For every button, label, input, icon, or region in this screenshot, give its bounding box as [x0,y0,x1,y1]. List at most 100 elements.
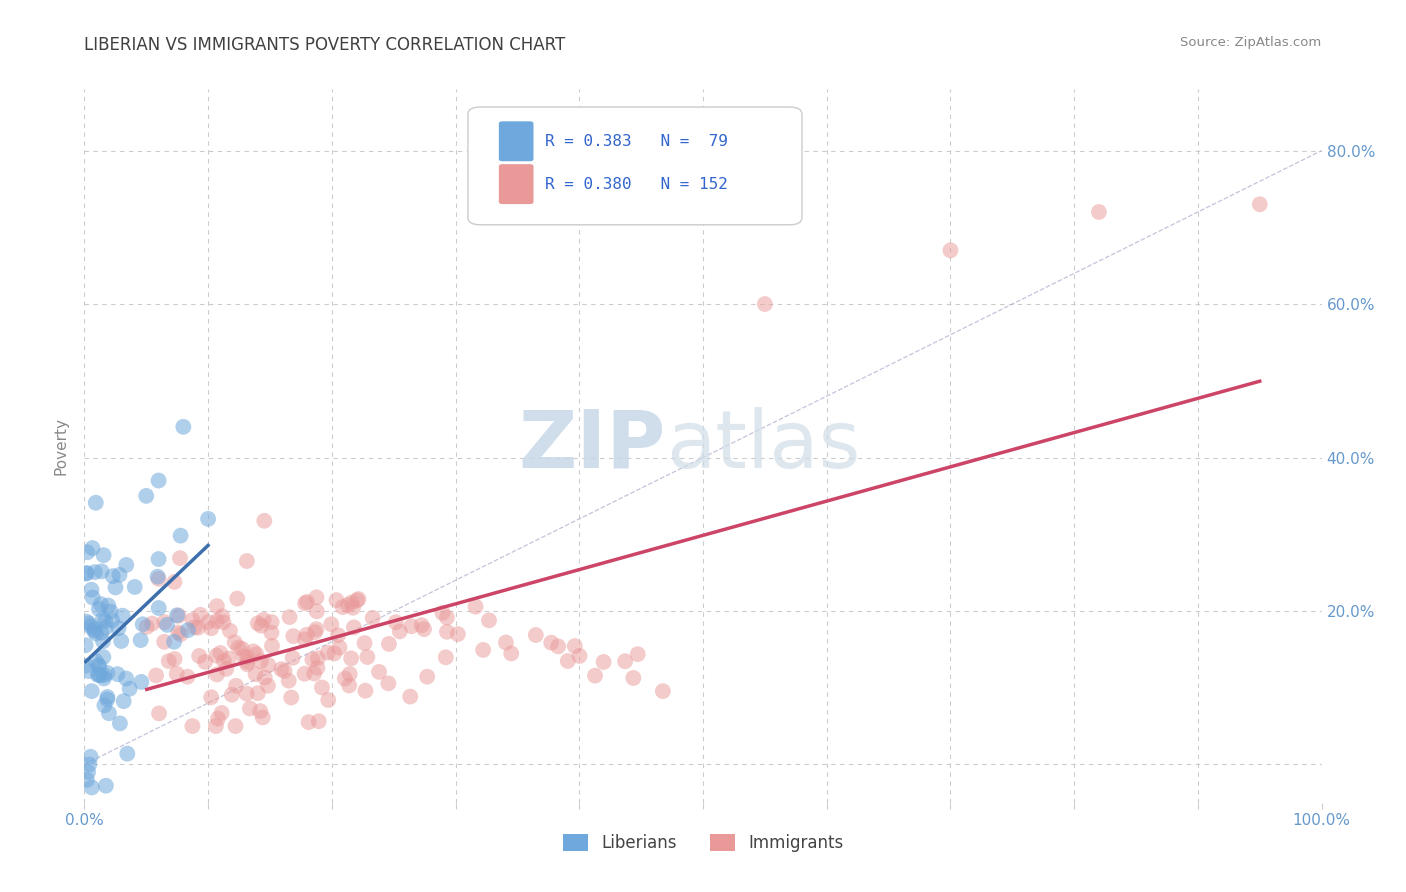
Point [100,605,122,619]
Point [246,686,269,700]
Point [181,613,204,627]
Point [209,646,232,660]
Point [399,690,422,704]
Point [253,514,276,528]
Point [236,554,259,568]
Point [308,714,330,729]
Point [205,719,228,733]
Point [273,664,295,678]
Point [167,608,190,623]
Point [153,635,176,649]
Point [295,595,318,609]
Point [87,602,110,616]
Point [90,597,112,611]
Point [111,608,134,623]
Point [239,701,262,715]
Point [270,662,292,676]
Point [76,615,98,629]
Point [187,621,209,635]
Point [75,658,97,673]
Point [101,613,124,627]
Point [194,655,217,669]
Point [323,647,346,661]
Point [181,719,204,733]
Point [305,591,328,605]
Point [82,541,104,555]
Point [148,474,170,488]
Point [108,567,131,582]
Point [169,529,191,543]
Point [211,609,233,624]
Point [342,600,364,615]
Point [245,647,267,661]
Point [307,651,329,665]
Point [89,659,111,673]
Point [163,634,186,648]
Point [231,641,253,656]
Point [135,620,157,634]
Point [94,779,117,793]
Point [301,652,323,666]
Point [280,690,302,705]
Point [221,688,243,702]
Point [401,619,423,633]
Point [228,640,250,655]
Point [107,667,129,681]
Point [283,629,305,643]
Point [252,613,274,627]
Point [235,687,257,701]
Point [75,566,97,581]
Point [557,654,579,668]
FancyBboxPatch shape [499,121,533,161]
Point [245,667,267,681]
Text: R = 0.380   N = 152: R = 0.380 N = 152 [544,177,727,192]
Point [77,664,100,678]
Point [93,548,115,562]
Point [627,647,650,661]
Point [260,615,283,629]
Point [205,599,228,614]
Point [77,765,100,780]
Point [115,558,138,572]
Point [215,662,238,676]
Point [294,632,316,647]
Point [416,670,439,684]
Point [219,624,242,638]
Point [260,639,283,653]
Point [339,667,361,681]
Point [76,566,98,580]
Point [135,489,157,503]
Point [96,690,118,704]
FancyBboxPatch shape [499,164,533,204]
Point [90,565,112,579]
Point [252,710,274,724]
Point [212,615,235,629]
Point [257,657,280,672]
Point [118,681,141,696]
Point [97,599,120,613]
Point [257,679,280,693]
Point [83,622,105,636]
Point [188,648,211,663]
Point [83,624,105,638]
Point [112,694,135,708]
Point [200,690,222,705]
Point [368,665,391,679]
Point [101,569,124,583]
Point [226,591,249,606]
Point [478,613,501,627]
Point [524,628,547,642]
Point [153,615,176,629]
Point [472,643,495,657]
Point [205,667,228,681]
Point [90,668,112,682]
Point [325,593,347,607]
Point [304,625,326,640]
Point [90,625,112,640]
Point [356,650,378,665]
Point [253,671,276,685]
Point [447,627,470,641]
Point [93,650,115,665]
Point [212,654,235,668]
Text: R = 0.383   N =  79: R = 0.383 N = 79 [544,134,727,149]
